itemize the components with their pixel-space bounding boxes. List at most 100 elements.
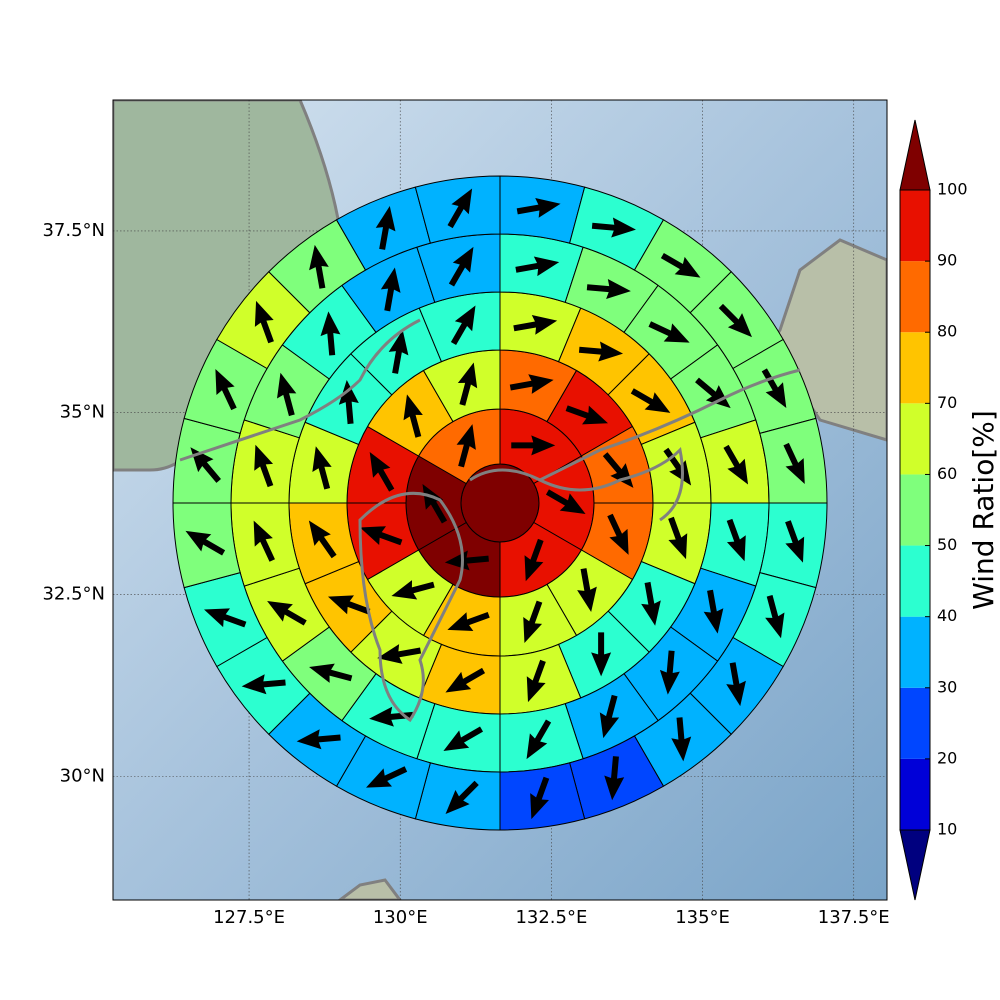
wind-arrow xyxy=(391,580,435,600)
coastline xyxy=(539,446,684,522)
wind-arrow xyxy=(215,369,237,411)
wind-arrow xyxy=(726,518,746,562)
y-tick-label: 37.5°N xyxy=(42,220,105,241)
wind-arrow xyxy=(369,451,395,492)
wind-arrow xyxy=(296,729,341,750)
wind-arrow xyxy=(447,188,473,229)
colorbar-band xyxy=(900,687,930,759)
colorbar-tick-label: 70 xyxy=(937,393,957,412)
wind-arrow xyxy=(366,766,408,788)
colorbar-tick-label: 30 xyxy=(937,677,957,696)
wind-arrow xyxy=(723,444,749,485)
wind-arrow xyxy=(523,600,543,643)
wind-arrow xyxy=(577,568,597,612)
wind-arrow xyxy=(308,520,337,559)
wind-arrow xyxy=(545,489,586,514)
colorbar-band xyxy=(900,403,930,475)
colorbar-tick-label: 20 xyxy=(937,748,957,767)
wind-arrow xyxy=(445,667,486,693)
wind-arrow xyxy=(444,550,489,571)
x-tick-label: 127.5°E xyxy=(213,907,285,928)
y-tick-label: 30°N xyxy=(60,765,105,786)
arrows xyxy=(185,188,805,820)
colorbar-tick-label: 100 xyxy=(937,180,968,199)
land-island xyxy=(337,878,402,900)
wind-arrow xyxy=(591,632,612,677)
wind-arrow xyxy=(267,600,307,626)
colorbar-band xyxy=(900,261,930,333)
coastline xyxy=(179,318,421,462)
wind-arrow xyxy=(526,659,546,703)
x-tick-label: 130°E xyxy=(373,907,428,928)
wind-arrow xyxy=(309,663,353,683)
x-tick-label: 132.5°E xyxy=(515,907,587,928)
colorbar-label: Wind Ratio[%] xyxy=(967,410,1000,610)
wind-arrow xyxy=(447,611,490,632)
wind-arrow xyxy=(515,256,560,277)
wind-arrow xyxy=(457,362,478,406)
wind-arrow xyxy=(511,435,556,456)
wind-arrow xyxy=(641,581,661,626)
wind-arrow xyxy=(599,694,620,739)
colorbar-tick-label: 10 xyxy=(937,820,957,839)
colorbar-extend xyxy=(899,829,931,901)
x-tick-label: 137.5°E xyxy=(818,907,890,928)
wind-arrow xyxy=(648,321,690,343)
colorbar-band xyxy=(900,545,930,617)
coastline-overlay xyxy=(179,318,801,723)
wind-arrow xyxy=(607,513,629,555)
wind-arrow xyxy=(190,447,221,483)
wind-arrow xyxy=(450,305,476,346)
colorbar-band xyxy=(900,758,930,830)
wind-arrow xyxy=(726,662,746,707)
wind-arrow xyxy=(375,206,396,250)
coastline xyxy=(469,368,801,482)
wind-arrow xyxy=(320,311,341,356)
wind-arrow xyxy=(204,608,247,628)
wind-arrow xyxy=(253,520,275,562)
wind-arrow xyxy=(516,198,561,218)
colorbar-frame xyxy=(899,189,931,831)
wind-arrow xyxy=(526,719,552,760)
colorbar-tick-label: 50 xyxy=(937,535,957,554)
wind-arrow xyxy=(380,267,401,312)
y-tick-label: 32.5°N xyxy=(42,584,105,605)
colorbar-tick-label: 80 xyxy=(937,322,957,341)
wind-arrow xyxy=(659,650,680,695)
wind-arrow xyxy=(765,595,785,639)
wind-arrow xyxy=(524,538,544,582)
wind-arrow xyxy=(591,217,636,238)
wind-arrow xyxy=(403,394,423,438)
wind-arrow xyxy=(369,706,414,727)
wind-arrow xyxy=(445,780,479,815)
wind-arrow xyxy=(565,405,609,425)
map-frame xyxy=(112,99,888,901)
wind-arrow xyxy=(448,246,474,287)
wind-arrow xyxy=(360,526,403,546)
wind-arrow xyxy=(513,314,558,335)
wind-arrow xyxy=(578,341,624,362)
wind-arrow xyxy=(703,589,724,634)
x-tick-label: 135°E xyxy=(675,907,730,928)
colorbar-tick-label: 40 xyxy=(937,606,957,625)
wind-arrow xyxy=(630,388,671,413)
colorbar-tick-label: 90 xyxy=(937,251,957,270)
wind-arrow xyxy=(660,252,701,278)
colorbar-extend xyxy=(899,119,931,191)
colorbar-band xyxy=(900,190,930,262)
wind-arrow xyxy=(338,379,359,425)
colorbar-band xyxy=(900,616,930,688)
wind-arrow xyxy=(241,674,286,695)
wind-arrow xyxy=(668,516,688,560)
colorbar-band xyxy=(900,474,930,546)
wind-arrow xyxy=(309,244,329,289)
wind-arrow xyxy=(785,520,805,563)
wind-arrow xyxy=(254,300,274,344)
wind-arrow xyxy=(783,442,805,485)
wind-rose xyxy=(172,175,828,831)
wind-arrow xyxy=(509,374,554,394)
colorbar: 10 20 30 40 50 60 70 80 90 100 xyxy=(899,119,968,901)
wind-arrow xyxy=(422,483,448,524)
colorbar-tick-label: 60 xyxy=(937,464,957,483)
